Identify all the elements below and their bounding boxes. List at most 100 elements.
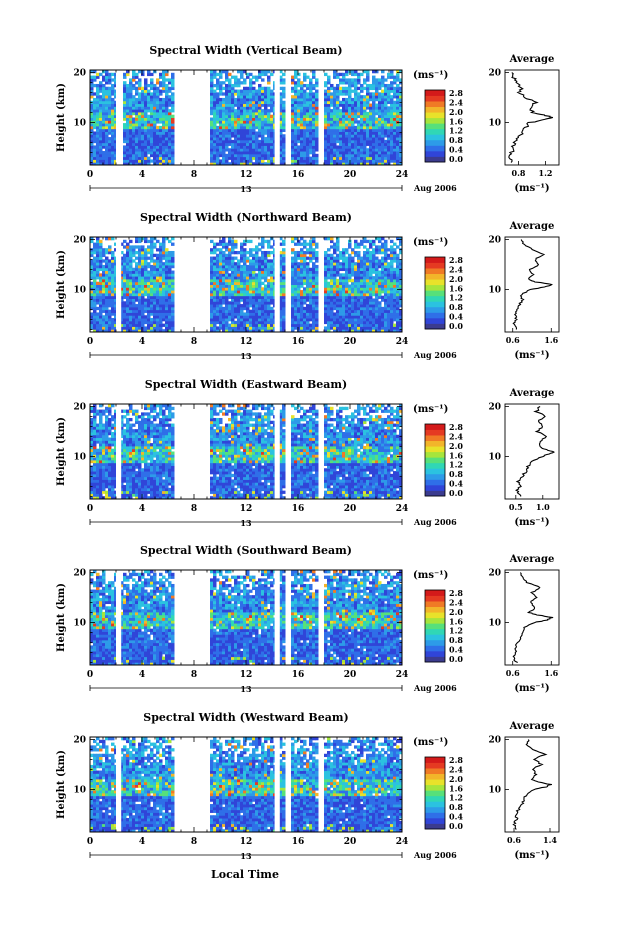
heatmap-cell bbox=[99, 306, 103, 311]
heatmap-cell bbox=[213, 242, 217, 246]
heatmap-cell bbox=[261, 287, 265, 291]
heatmap-cell bbox=[240, 89, 244, 93]
heatmap-cell bbox=[171, 142, 175, 146]
heatmap-cell bbox=[162, 287, 166, 291]
heatmap-cell bbox=[264, 111, 268, 116]
heatmap-cell bbox=[228, 259, 232, 263]
heatmap-cell bbox=[354, 253, 358, 258]
heatmap-cell bbox=[357, 159, 361, 163]
heatmap-cell bbox=[363, 237, 367, 241]
heatmap-cell bbox=[333, 103, 337, 107]
heatmap-cell bbox=[102, 109, 106, 113]
heatmap-cell bbox=[210, 78, 214, 82]
heatmap-cell bbox=[378, 123, 382, 127]
heatmap-cell bbox=[297, 95, 301, 99]
heatmap-cell bbox=[150, 281, 154, 285]
heatmap-cell bbox=[105, 270, 109, 274]
heatmap-cell bbox=[390, 145, 394, 149]
heatmap-cell bbox=[219, 253, 223, 258]
heatmap-cell bbox=[240, 125, 244, 130]
heatmap-cell bbox=[399, 117, 403, 121]
heatmap-cell bbox=[162, 292, 166, 297]
heatmap-cell bbox=[165, 125, 169, 130]
heatmap-cell bbox=[228, 142, 232, 146]
heatmap-cell bbox=[246, 295, 250, 299]
heatmap-cell bbox=[141, 97, 145, 102]
heatmap-cell bbox=[300, 273, 304, 277]
heatmap-cell bbox=[366, 106, 370, 110]
heatmap-cell bbox=[102, 278, 106, 283]
heatmap-cell bbox=[240, 159, 244, 163]
heatmap-cell bbox=[333, 315, 337, 319]
heatmap-cell bbox=[150, 148, 154, 152]
heatmap-cell bbox=[258, 125, 262, 130]
heatmap-cell bbox=[330, 320, 334, 325]
heatmap-cell bbox=[105, 301, 109, 305]
heatmap-cell bbox=[234, 312, 238, 316]
heatmap-cell bbox=[147, 109, 151, 113]
heatmap-cell bbox=[213, 70, 217, 74]
heatmap-cell bbox=[246, 298, 250, 302]
heatmap-cell bbox=[360, 103, 364, 107]
heatmap-cell bbox=[222, 301, 226, 305]
heatmap-cell bbox=[357, 72, 361, 77]
heatmap-cell bbox=[309, 323, 313, 327]
heatmap-cell bbox=[171, 92, 175, 96]
heatmap-cell bbox=[219, 287, 223, 291]
heatmap-cell bbox=[225, 329, 229, 333]
heatmap-cell bbox=[261, 97, 265, 102]
heatmap-cell bbox=[282, 139, 286, 144]
heatmap-cell bbox=[366, 320, 370, 325]
heatmap-cell bbox=[228, 329, 232, 333]
heatmap-cell bbox=[120, 318, 124, 322]
heatmap-cell bbox=[102, 95, 106, 99]
heatmap-cell bbox=[165, 83, 169, 88]
heatmap-cell bbox=[249, 145, 253, 149]
heatmap-cell bbox=[135, 239, 139, 244]
heatmap-cell bbox=[210, 111, 214, 116]
heatmap-cell bbox=[240, 306, 244, 311]
heatmap-cell bbox=[255, 287, 259, 291]
heatmap-cell bbox=[138, 237, 142, 241]
heatmap-cell bbox=[111, 273, 115, 277]
heatmap-cell bbox=[393, 125, 397, 130]
heatmap-cell bbox=[339, 278, 343, 283]
heatmap-cell bbox=[213, 153, 217, 158]
heatmap-cell bbox=[291, 323, 295, 327]
heatmap-cell bbox=[342, 262, 346, 266]
heatmap-cell bbox=[111, 83, 115, 88]
heatmap-cell bbox=[210, 134, 214, 138]
heatmap-cell bbox=[216, 95, 220, 99]
heatmap-cell bbox=[258, 276, 262, 280]
x-tick-label: 16 bbox=[292, 170, 305, 180]
heatmap-cell bbox=[231, 284, 235, 288]
heatmap-cell bbox=[330, 114, 334, 118]
heatmap-cell bbox=[258, 262, 262, 266]
heatmap-cell bbox=[261, 237, 265, 241]
heatmap-cell bbox=[369, 329, 373, 333]
heatmap-cell bbox=[114, 131, 118, 135]
heatmap-cell bbox=[153, 151, 157, 155]
heatmap-cell bbox=[264, 123, 268, 127]
heatmap-cell bbox=[234, 75, 238, 79]
heatmap-cell bbox=[114, 123, 118, 127]
heatmap-cell bbox=[147, 106, 151, 110]
heatmap-cell bbox=[231, 278, 235, 283]
heatmap-cell bbox=[243, 97, 247, 102]
heatmap-cell bbox=[237, 81, 241, 85]
heatmap-cell bbox=[132, 100, 136, 105]
heatmap-cell bbox=[96, 89, 100, 93]
heatmap-cell bbox=[147, 301, 151, 305]
heatmap-cell bbox=[162, 125, 166, 130]
heatmap-cell bbox=[339, 309, 343, 313]
heatmap-cell bbox=[138, 273, 142, 277]
heatmap-cell bbox=[390, 159, 394, 163]
heatmap-cell bbox=[303, 131, 307, 135]
heatmap-cell bbox=[213, 131, 217, 135]
heatmap-cell bbox=[147, 123, 151, 127]
heatmap-cell bbox=[267, 97, 271, 102]
heatmap-cell bbox=[108, 250, 112, 255]
heatmap-cell bbox=[129, 256, 133, 260]
heatmap-cell bbox=[219, 250, 223, 255]
heatmap-cell bbox=[381, 123, 385, 127]
